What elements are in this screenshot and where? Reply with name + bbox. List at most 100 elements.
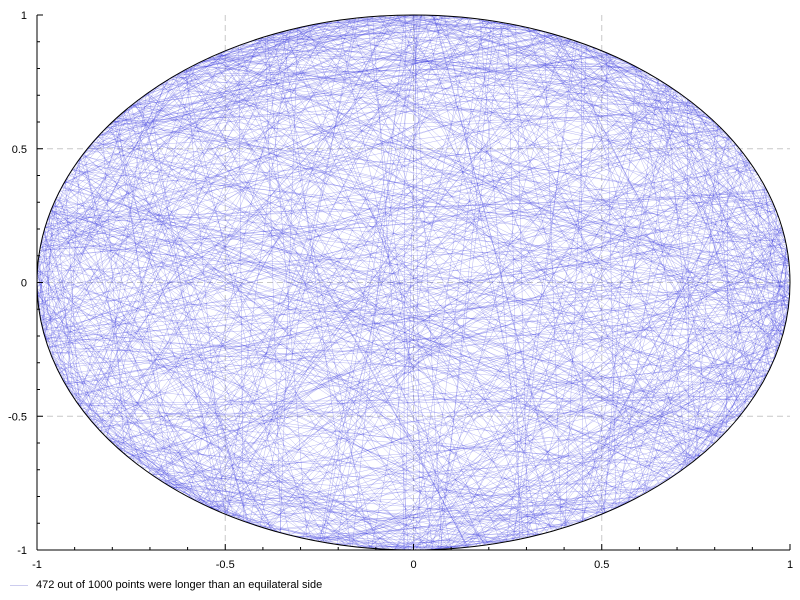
chord: [176, 74, 700, 457]
chord: [158, 479, 401, 551]
chord: [108, 77, 172, 126]
chord: [119, 31, 286, 451]
chord: [79, 16, 373, 407]
chord: [38, 256, 47, 343]
chord: [85, 31, 283, 414]
chord: [343, 280, 791, 546]
chord: [56, 196, 204, 505]
chord: [444, 105, 696, 550]
chord: [619, 406, 748, 507]
chord: [171, 77, 690, 465]
chord: [95, 44, 241, 139]
chord: [185, 69, 225, 514]
chord: [45, 338, 726, 433]
chord: [687, 99, 786, 243]
y-tick-label: 0.5: [12, 144, 27, 156]
chord: [53, 204, 677, 475]
chord: [216, 118, 711, 511]
chord: [38, 254, 242, 521]
chord: [318, 22, 506, 542]
chord: [316, 23, 645, 72]
chord: [65, 180, 80, 406]
chord: [58, 66, 637, 374]
chord: [311, 24, 604, 514]
chord: [488, 413, 742, 545]
chord: [426, 101, 691, 550]
chord: [259, 38, 684, 469]
chord: [139, 32, 279, 100]
chord: [250, 25, 518, 42]
chord: [422, 539, 519, 551]
chord: [550, 33, 724, 131]
chord: [571, 475, 675, 526]
chord: [217, 53, 757, 172]
chord: [108, 439, 413, 551]
chord: [703, 316, 788, 454]
chord: [133, 103, 487, 546]
chord: [130, 105, 250, 524]
chord: [48, 23, 510, 218]
chord: [222, 51, 722, 438]
chord: [130, 39, 573, 107]
chord: [629, 63, 790, 271]
chord: [438, 15, 761, 388]
chord: [558, 35, 741, 416]
chord: [39, 314, 604, 514]
chord: [70, 171, 273, 531]
chord: [37, 272, 654, 489]
chord: [36, 272, 73, 397]
chord: [50, 324, 786, 354]
chord: [45, 133, 727, 340]
chord: [38, 261, 769, 373]
chord: [64, 104, 696, 184]
chord: [68, 174, 695, 461]
chord: [209, 434, 724, 508]
chord: [62, 379, 321, 542]
chord: [404, 209, 777, 551]
chord: [51, 356, 74, 398]
chord: [660, 80, 788, 253]
chord-series: [36, 14, 791, 551]
chord: [783, 244, 787, 333]
chord: [642, 134, 728, 495]
chord: [712, 120, 739, 418]
chord: [130, 374, 767, 460]
chord: [127, 108, 249, 523]
chord: [106, 54, 611, 128]
chord: [425, 20, 492, 550]
chord: [114, 119, 213, 509]
chord: [93, 423, 232, 517]
chord: [41, 128, 722, 242]
chord: [37, 131, 725, 297]
chord: [713, 227, 783, 445]
chord: [664, 82, 708, 116]
chord: [79, 157, 197, 502]
chord: [81, 155, 789, 306]
chord: [46, 192, 769, 225]
chord: [474, 177, 761, 547]
chord: [108, 439, 198, 502]
chord: [136, 24, 314, 465]
chord: [451, 328, 785, 549]
chord: [275, 33, 699, 108]
legend-label: 472 out of 1000 points were longer than …: [36, 579, 323, 591]
chord: [231, 258, 789, 517]
chord: [79, 14, 407, 160]
chord: [722, 129, 776, 208]
chord: [132, 104, 615, 509]
chord: [52, 121, 715, 208]
chord: [604, 51, 790, 264]
chord: [414, 92, 679, 551]
chord: [132, 460, 369, 549]
chord: [37, 267, 312, 541]
chord: [172, 454, 702, 489]
chord: [686, 98, 690, 465]
chord: [301, 454, 702, 539]
chord: [131, 29, 538, 106]
chord: [318, 17, 469, 24]
chord: [37, 294, 247, 523]
chord: [180, 15, 436, 73]
chord: [43, 79, 169, 334]
chord: [457, 319, 787, 549]
chord: [37, 126, 720, 294]
